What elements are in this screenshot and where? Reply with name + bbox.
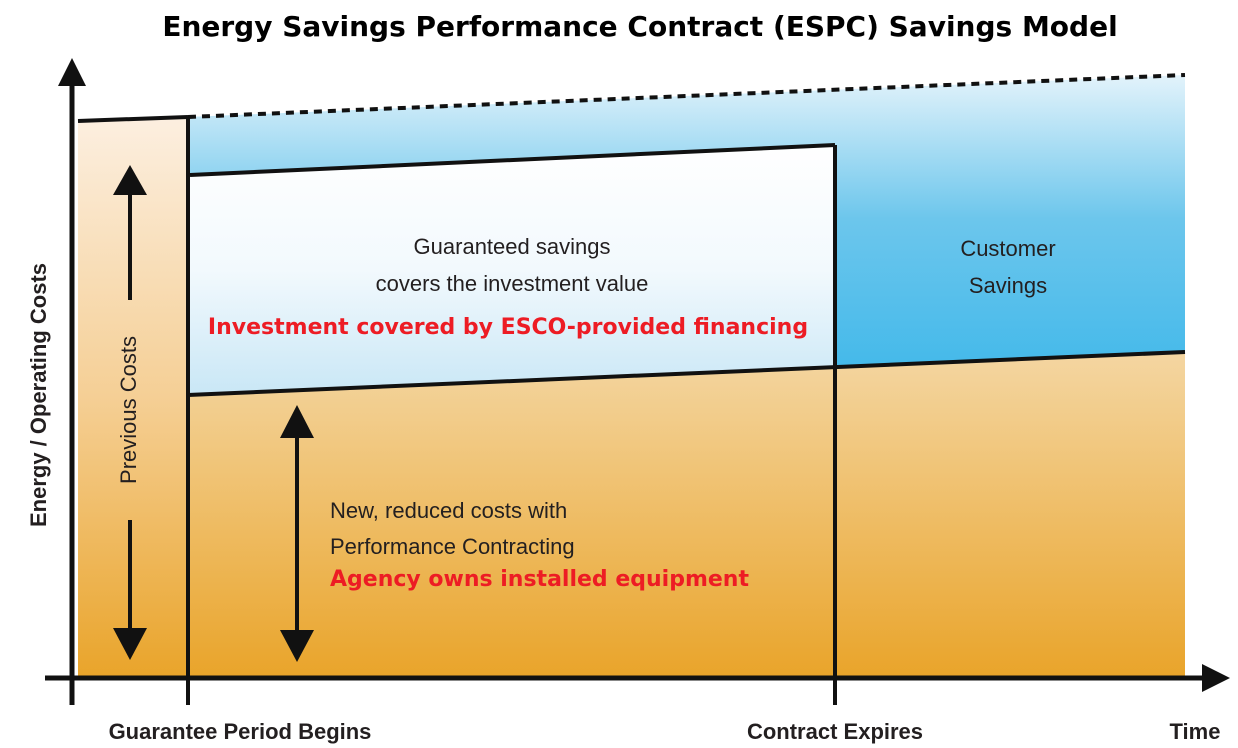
arrow-head bbox=[280, 405, 314, 438]
x-label: Time bbox=[1170, 719, 1221, 744]
agency-note: Agency owns installed equipment bbox=[330, 567, 749, 592]
new-costs-text: New, reduced costs with bbox=[330, 498, 567, 523]
arrow-head bbox=[113, 165, 147, 195]
customer-text: Savings bbox=[969, 273, 1047, 298]
box-top bbox=[189, 143, 836, 177]
title: Energy Savings Performance Contract (ESP… bbox=[162, 10, 1117, 43]
savings-text: covers the investment value bbox=[376, 271, 649, 296]
new-costs-text: Performance Contracting bbox=[330, 534, 575, 559]
y-axis-label: Energy / Operating Costs bbox=[26, 263, 51, 527]
arrow-head bbox=[280, 630, 314, 662]
x-label: Guarantee Period Begins bbox=[109, 719, 372, 744]
customer-text: Customer bbox=[960, 236, 1055, 261]
savings-text: Guaranteed savings bbox=[414, 234, 611, 259]
new-cost-line bbox=[187, 350, 1186, 397]
financing-note: Investment covered by ESCO-provided fina… bbox=[208, 315, 808, 340]
previous-top bbox=[77, 115, 189, 123]
previous-costs-region bbox=[78, 117, 188, 678]
baseline-dotted bbox=[187, 73, 1186, 119]
new-costs-arrow bbox=[280, 405, 314, 662]
lines bbox=[45, 73, 1210, 705]
x-axis-arrow bbox=[1202, 664, 1230, 692]
previous-arrow bbox=[113, 165, 147, 660]
previous-costs-label: Previous Costs bbox=[116, 336, 141, 484]
y-axis-arrow bbox=[58, 58, 86, 86]
new-costs-region bbox=[188, 352, 1185, 678]
x-label: Contract Expires bbox=[747, 719, 923, 744]
arrow-head bbox=[113, 628, 147, 660]
guaranteed-savings-region bbox=[190, 145, 835, 395]
